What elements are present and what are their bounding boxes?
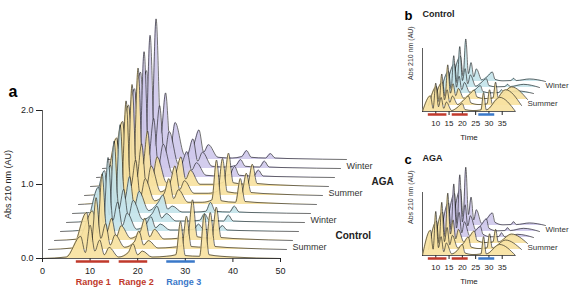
- svg-text:20: 20: [458, 263, 467, 272]
- svg-text:25: 25: [471, 263, 480, 272]
- svg-text:20: 20: [133, 266, 143, 276]
- svg-text:Time: Time: [460, 277, 478, 286]
- svg-text:Winter: Winter: [546, 81, 569, 90]
- svg-text:Abs 210 nm (AU): Abs 210 nm (AU): [407, 170, 415, 224]
- svg-text:Winter: Winter: [347, 161, 373, 171]
- svg-text:AGA: AGA: [372, 176, 394, 187]
- svg-text:Range 2: Range 2: [119, 277, 154, 287]
- svg-text:Time: Time: [460, 133, 478, 142]
- svg-text:Winter: Winter: [546, 225, 569, 234]
- svg-text:30: 30: [180, 266, 190, 276]
- svg-text:a: a: [9, 83, 18, 100]
- svg-text:35: 35: [498, 263, 507, 272]
- svg-text:10: 10: [431, 263, 440, 272]
- svg-text:Abs 210 nm (AU): Abs 210 nm (AU): [407, 26, 415, 80]
- svg-text:Summer: Summer: [528, 243, 559, 252]
- svg-text:15: 15: [445, 119, 454, 128]
- svg-text:15: 15: [445, 263, 454, 272]
- svg-text:Range 3: Range 3: [166, 277, 201, 287]
- svg-text:AGA: AGA: [423, 153, 444, 163]
- svg-text:25: 25: [471, 119, 480, 128]
- svg-text:Abs 210 nm (AU): Abs 210 nm (AU): [3, 150, 13, 219]
- svg-text:b: b: [405, 8, 413, 23]
- svg-text:0.0: 0.0: [21, 253, 34, 263]
- svg-text:Winter: Winter: [311, 215, 337, 225]
- svg-text:10: 10: [85, 266, 95, 276]
- svg-text:Summer: Summer: [528, 99, 559, 108]
- svg-text:Control: Control: [423, 9, 455, 19]
- svg-text:Summer: Summer: [293, 242, 327, 252]
- svg-text:Summer: Summer: [329, 188, 363, 198]
- svg-text:10: 10: [431, 119, 440, 128]
- svg-text:1.0: 1.0: [21, 179, 34, 189]
- svg-text:c: c: [405, 152, 412, 167]
- svg-text:0: 0: [40, 266, 45, 276]
- svg-text:Range 1: Range 1: [76, 277, 111, 287]
- svg-text:40: 40: [228, 266, 238, 276]
- svg-text:30: 30: [484, 263, 493, 272]
- svg-text:50: 50: [275, 266, 285, 276]
- svg-text:20: 20: [458, 119, 467, 128]
- svg-text:Control: Control: [336, 230, 372, 241]
- svg-text:30: 30: [484, 119, 493, 128]
- svg-text:2.0: 2.0: [21, 105, 34, 115]
- svg-text:35: 35: [498, 119, 507, 128]
